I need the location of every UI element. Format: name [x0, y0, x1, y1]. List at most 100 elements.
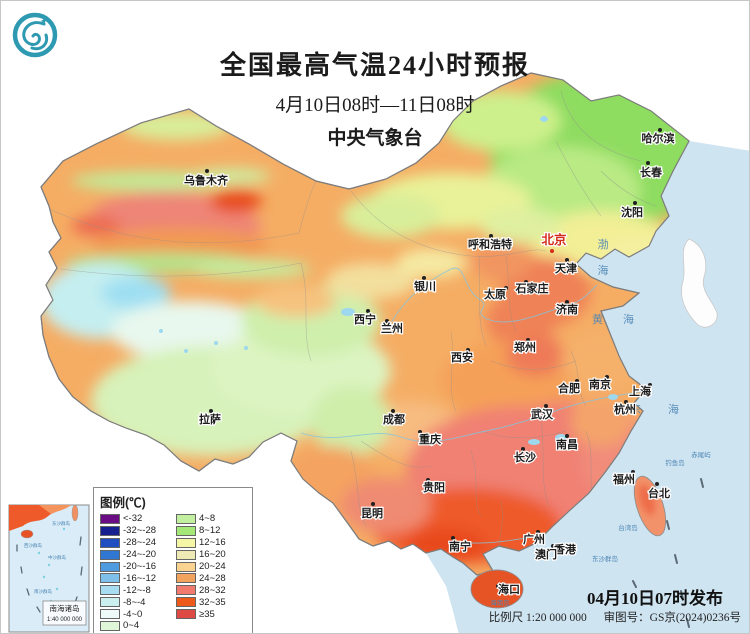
city-marker: 天津 [554, 258, 578, 276]
legend-row: -16~-12 [100, 572, 170, 584]
city-label: 太原 [483, 287, 506, 301]
city-marker: 银川 [413, 276, 437, 294]
legend-label: 32~35 [199, 596, 226, 608]
legend-label: -12~-8 [123, 584, 151, 596]
issue-time: 04月10日07时发布 [587, 589, 723, 608]
city-marker: 合肥 [557, 379, 581, 396]
city-dot [422, 276, 426, 280]
city-marker: 西安 [450, 348, 474, 365]
city-label: 呼和浩特 [468, 237, 512, 251]
legend-swatch [176, 549, 196, 560]
city-dot [496, 584, 500, 588]
city-label: 天津 [555, 261, 577, 275]
weather-service-logo [11, 11, 59, 59]
legend-swatch [100, 609, 120, 620]
legend-label: 12~16 [199, 537, 226, 549]
legend-swatch [176, 513, 196, 524]
city-label: 南京 [589, 377, 611, 391]
legend-swatch [100, 537, 120, 548]
city-label: 长春 [640, 165, 663, 179]
legend-column-positive: 4~8 8~12 12~16 16~20 20~24 24~28 28~32 32~35 ≥35 [176, 513, 246, 632]
rivers [300, 267, 646, 544]
legend-row: -8~-4 [100, 596, 170, 608]
legend-row: 0~4 [100, 620, 170, 632]
island-label: 赤尾屿 [691, 450, 711, 459]
legend-label: -16~-12 [123, 572, 157, 584]
city-dot [418, 430, 422, 434]
legend-label: 28~32 [199, 584, 226, 596]
province-boundaries [48, 90, 657, 550]
legend-row: 16~20 [176, 549, 246, 561]
legend-label: -4~0 [123, 608, 143, 620]
legend-label: -32~-28 [123, 525, 157, 537]
city-dot [538, 551, 542, 555]
inset-island-label: 中沙群岛 [48, 554, 66, 561]
city-dot [426, 478, 430, 482]
city-marker: 广州 [522, 530, 546, 547]
city-label: 成都 [383, 412, 405, 426]
city-label: 广州 [523, 532, 545, 546]
legend-swatch [100, 585, 120, 596]
sea-label: 渤海 [598, 238, 609, 277]
city-marker: 呼和浩特 [467, 234, 513, 252]
sea-area [426, 141, 749, 633]
city-label: 合肥 [558, 381, 580, 395]
legend-row: ≥35 [176, 608, 246, 620]
inset-island-label: 南沙群岛 [34, 588, 52, 595]
legend-label: 20~24 [199, 561, 226, 572]
city-dot [536, 530, 540, 534]
legend-row: 28~32 [176, 584, 246, 596]
city-marker: 澳门 [534, 546, 558, 562]
legend-label: 16~20 [199, 549, 226, 561]
city-marker: 乌鲁木齐 [183, 169, 230, 188]
city-label: 昆明 [361, 507, 383, 520]
legend-row: 20~24 [176, 561, 246, 573]
legend-label: 0~4 [123, 620, 140, 632]
legend-swatch [100, 561, 120, 572]
legend-row: -28~-24 [100, 537, 170, 549]
city-dot [631, 470, 635, 474]
city-marker: 济南 [555, 300, 579, 317]
city-dot [209, 409, 213, 413]
city-label: 重庆 [419, 432, 441, 446]
city-marker: 太原 [482, 286, 508, 302]
legend-swatch [176, 597, 196, 608]
city-label: 海口 [498, 582, 520, 596]
city-dot [624, 400, 628, 404]
lakes [159, 116, 618, 445]
city-marker: 武汉 [530, 404, 555, 422]
inset-island-label: 东沙群岛 [52, 520, 70, 527]
inset-title: 南海诸岛 [50, 603, 80, 613]
legend-swatch [176, 609, 196, 620]
legend-row: <-32 [100, 513, 170, 525]
legend-swatch [176, 561, 196, 572]
legend-swatch [100, 549, 120, 560]
city-marker: 成都 [382, 409, 406, 427]
city-label: 西安 [451, 350, 473, 364]
legend-label: <-32 [123, 513, 143, 525]
city-marker: 上海 [628, 383, 652, 399]
map-metadata: 比例尺 1:20 000 000 审图号：GS京(2024)0236号 [475, 609, 741, 625]
city-marker: 重庆 [418, 430, 442, 447]
city-marker: 拉萨 [198, 409, 222, 427]
legend-swatch [100, 620, 120, 631]
legend-row: 4~8 [176, 513, 246, 525]
city-dot [489, 234, 493, 238]
city-marker: 昆明 [360, 502, 384, 521]
city-marker: 北京 [540, 231, 568, 253]
city-dot [526, 338, 530, 342]
city-label: 香港 [553, 542, 577, 556]
legend-row: -12~-8 [100, 584, 170, 596]
city-label: 石家庄 [515, 281, 549, 295]
legend-row: 12~16 [176, 537, 246, 549]
dragon-logo-icon [12, 12, 58, 58]
city-dot [451, 536, 455, 540]
city-label: 台北 [648, 486, 670, 500]
korea-landmass [681, 238, 718, 328]
boundary-dashes [632, 478, 704, 628]
legend-swatch [100, 513, 120, 524]
island-label: 台湾岛 [618, 523, 638, 532]
city-label: 乌鲁木齐 [184, 173, 229, 187]
